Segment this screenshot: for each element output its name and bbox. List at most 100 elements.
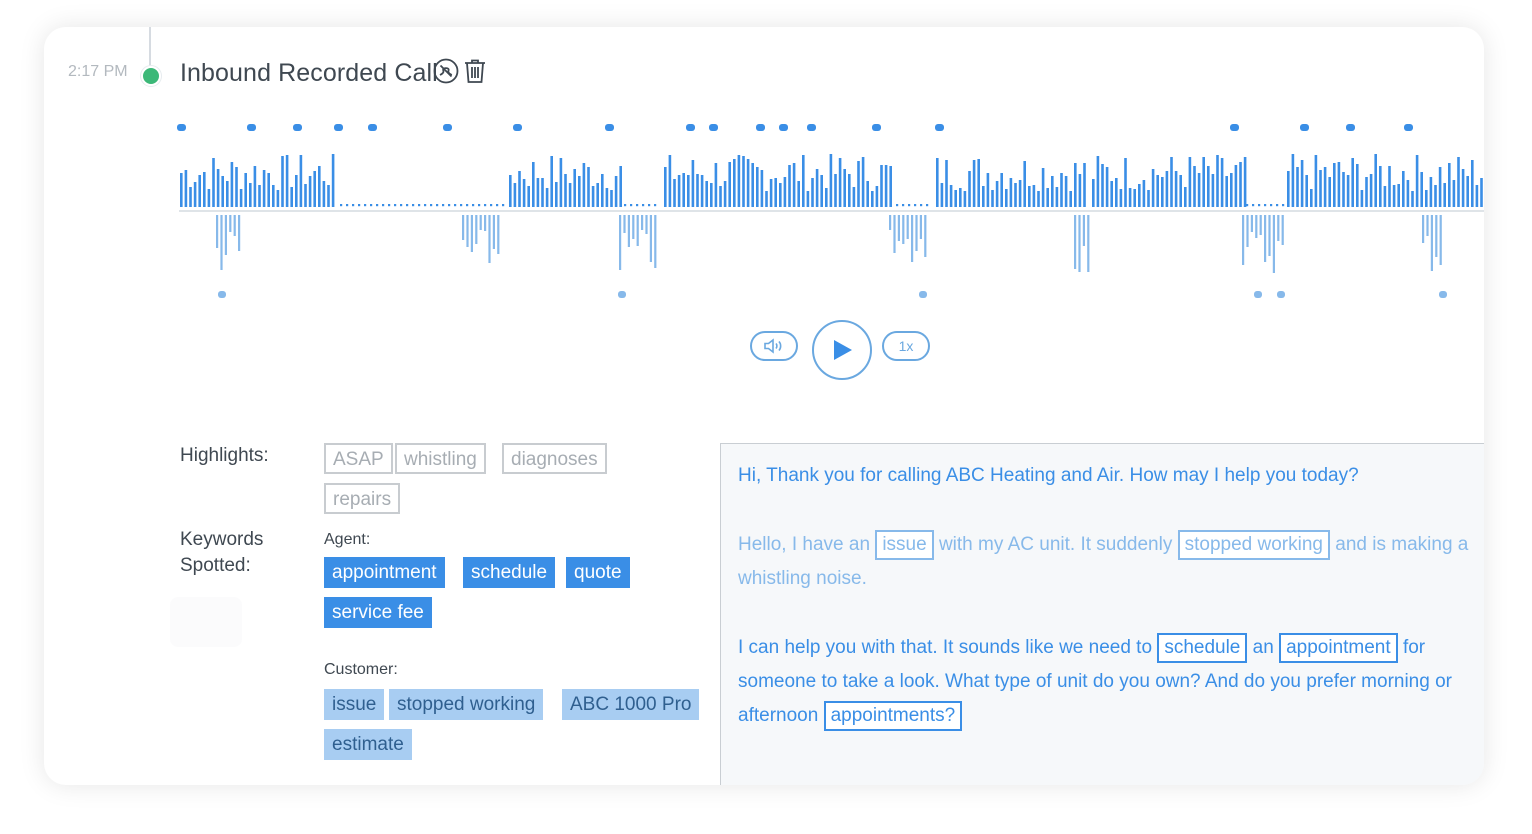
agent-waveform-bar bbox=[267, 173, 270, 207]
agent-waveform-bar bbox=[1064, 176, 1068, 207]
agent-waveform-bar bbox=[1023, 161, 1026, 207]
customer-keyword-tag[interactable]: ABC 1000 Pro bbox=[562, 689, 700, 720]
agent-utterance-cont: someone to take a look. What type of uni… bbox=[738, 671, 1452, 692]
highlight-tag[interactable]: diagnoses bbox=[502, 443, 607, 474]
audio-waveform[interactable] bbox=[44, 27, 1484, 317]
highlight-tag[interactable]: ASAP bbox=[324, 443, 393, 474]
agent-waveform-bar bbox=[687, 175, 690, 207]
agent-waveform-bar bbox=[1392, 185, 1396, 207]
agent-waveform-bar bbox=[226, 181, 229, 207]
agent-waveform-bar bbox=[963, 191, 967, 207]
agent-waveform-bar bbox=[1225, 176, 1228, 207]
agent-waveform-bar bbox=[728, 162, 731, 207]
agent-waveform-bar bbox=[884, 165, 888, 207]
agent-waveform-bar bbox=[714, 163, 718, 207]
waveform-gap-dot bbox=[914, 204, 917, 207]
agent-waveform-bar bbox=[1174, 171, 1178, 207]
agent-waveform-bar bbox=[848, 174, 851, 207]
customer-label: Customer: bbox=[324, 661, 398, 678]
agent-waveform-bar bbox=[880, 165, 883, 207]
agent-keyword-marker bbox=[605, 124, 614, 131]
phone-missed-icon[interactable] bbox=[433, 58, 459, 84]
agent-keyword-tag[interactable]: quote bbox=[566, 557, 630, 588]
agent-waveform-bar bbox=[605, 188, 609, 207]
volume-button[interactable] bbox=[750, 331, 798, 361]
waveform-gap-dot bbox=[358, 204, 361, 207]
agent-waveform-bar bbox=[1448, 163, 1451, 207]
agent-waveform-bar bbox=[559, 158, 563, 207]
waveform-gap-dot bbox=[1270, 204, 1273, 207]
waveform-gap-dot bbox=[648, 204, 651, 207]
agent-waveform-bar bbox=[779, 183, 782, 207]
agent-keyword-tag[interactable]: appointment bbox=[324, 557, 445, 588]
agent-waveform-bar bbox=[1165, 171, 1169, 207]
timeline-status-dot bbox=[141, 66, 161, 86]
agent-waveform-bar bbox=[945, 160, 948, 207]
customer-keyword-tag[interactable]: issue bbox=[324, 689, 385, 720]
agent-waveform-bar bbox=[230, 162, 234, 207]
agent-waveform-bar bbox=[568, 183, 572, 207]
agent-waveform-bar bbox=[968, 171, 971, 207]
agent-keyword-marker bbox=[872, 124, 881, 131]
agent-waveform-bar bbox=[221, 176, 224, 207]
agent-keyword-marker bbox=[935, 124, 944, 131]
waveform-gap-dot bbox=[340, 204, 343, 207]
agent-keyword-marker bbox=[807, 124, 816, 131]
agent-keyword-marker bbox=[177, 124, 186, 131]
keyword-highlight[interactable]: stopped working bbox=[1177, 530, 1330, 560]
waveform-gap-dot bbox=[636, 204, 639, 207]
agent-waveform-bar bbox=[811, 178, 814, 207]
keyword-highlight[interactable]: issue bbox=[875, 530, 934, 560]
agent-keyword-tag[interactable]: schedule bbox=[463, 557, 556, 588]
highlight-tag[interactable]: whistling bbox=[395, 443, 486, 474]
agent-waveform-bar bbox=[1346, 175, 1350, 207]
agent-waveform-bar bbox=[1296, 167, 1299, 207]
agent-waveform-bar bbox=[1207, 166, 1210, 207]
agent-waveform-bar bbox=[207, 189, 211, 207]
agent-keyword-marker bbox=[1346, 124, 1355, 131]
customer-waveform-bar bbox=[475, 215, 478, 244]
agent-waveform-bar bbox=[1457, 157, 1460, 207]
waveform-gap-dot bbox=[424, 204, 427, 207]
customer-waveform-bar bbox=[641, 215, 644, 230]
highlight-tag[interactable]: repairs bbox=[324, 483, 401, 514]
agent-waveform-bar bbox=[1138, 184, 1141, 207]
agent-waveform-bar bbox=[180, 173, 183, 207]
agent-keyword-marker bbox=[293, 124, 302, 131]
customer-waveform-bar bbox=[924, 215, 927, 257]
agent-waveform-bar bbox=[1383, 186, 1387, 207]
customer-waveform-bar bbox=[915, 215, 918, 251]
keyword-highlight[interactable]: appointment bbox=[1279, 633, 1398, 663]
agent-waveform-bar bbox=[838, 158, 842, 207]
agent-waveform-bar bbox=[1161, 177, 1164, 207]
agent-waveform-bar bbox=[545, 188, 549, 207]
waveform-gap-dot bbox=[418, 204, 421, 207]
keyword-highlight[interactable]: appointments? bbox=[823, 701, 963, 731]
playback-speed-button[interactable]: 1x bbox=[882, 331, 930, 361]
waveform-gap-dot bbox=[364, 204, 367, 207]
customer-keyword-tag[interactable]: estimate bbox=[324, 729, 412, 760]
agent-waveform-bar bbox=[765, 191, 768, 207]
agent-waveform-bar bbox=[1074, 163, 1077, 207]
waveform-gap-dot bbox=[1264, 204, 1267, 207]
agent-waveform-bar bbox=[1193, 166, 1196, 207]
keyword-highlight[interactable]: schedule bbox=[1157, 633, 1248, 663]
agent-waveform-bar bbox=[815, 169, 819, 207]
customer-waveform-bar bbox=[1281, 215, 1284, 245]
play-button[interactable] bbox=[812, 320, 872, 380]
agent-waveform-bar bbox=[564, 174, 567, 207]
agent-waveform-bar bbox=[792, 163, 796, 207]
agent-waveform-bar bbox=[746, 159, 750, 207]
trash-icon[interactable] bbox=[463, 58, 487, 84]
agent-waveform-bar bbox=[285, 155, 289, 207]
customer-keyword-tag[interactable]: stopped working bbox=[389, 689, 544, 720]
agent-waveform-bar bbox=[239, 189, 243, 207]
agent-keyword-tag[interactable]: service fee bbox=[324, 597, 432, 628]
customer-waveform-bar bbox=[1250, 215, 1253, 232]
agent-waveform-bar bbox=[769, 179, 773, 207]
agent-waveform-bar bbox=[664, 167, 667, 207]
agent-waveform-bar bbox=[1115, 178, 1118, 207]
keywords-label-line1: Keywords bbox=[180, 529, 264, 550]
agent-waveform-bar bbox=[295, 175, 298, 207]
agent-waveform-bar bbox=[1179, 175, 1182, 207]
